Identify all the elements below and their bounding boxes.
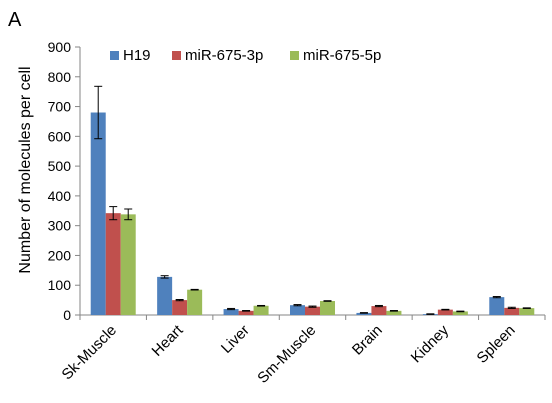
bar xyxy=(238,310,254,315)
y-tick-label: 0 xyxy=(63,307,71,323)
bar xyxy=(371,306,387,315)
y-tick-label: 400 xyxy=(48,188,72,204)
y-axis-label: Number of molecules per cell xyxy=(17,66,34,273)
y-tick-label: 700 xyxy=(48,99,72,115)
y-axis-label-group: Number of molecules per cell xyxy=(17,66,34,273)
x-tick-label: Heart xyxy=(149,321,188,360)
ticks: 0 100 200 300 400 500 600 700 800 900 Sk-Muscle Hea… xyxy=(48,39,546,387)
bar xyxy=(452,311,468,315)
y-tick-label: 600 xyxy=(48,128,72,144)
x-tick-label: Spleen xyxy=(474,322,519,367)
bar xyxy=(187,289,203,315)
legend-swatch xyxy=(290,51,299,60)
y-tick-label: 300 xyxy=(48,218,72,234)
bar xyxy=(290,305,305,315)
axes xyxy=(79,47,545,316)
bar xyxy=(253,305,269,315)
panel-label: A xyxy=(8,9,22,31)
x-tick-label: Sm-Muscle xyxy=(254,322,319,387)
y-tick-label: 900 xyxy=(48,39,72,55)
legend-label: miR-675-3p xyxy=(185,47,263,64)
bars xyxy=(90,85,535,315)
bar xyxy=(489,297,505,315)
bar xyxy=(157,276,173,315)
legend-swatch xyxy=(110,51,119,60)
bar xyxy=(172,300,188,315)
x-tick-label: Brain xyxy=(349,322,386,359)
bar xyxy=(386,310,402,315)
bar xyxy=(356,312,372,315)
bar xyxy=(437,309,453,315)
x-tick-label: Sk-Muscle xyxy=(59,322,121,384)
bar xyxy=(305,306,320,315)
legend-label: miR-675-5p xyxy=(303,47,381,64)
bar xyxy=(320,301,335,315)
bar xyxy=(90,112,106,315)
x-tick-label: Kidney xyxy=(408,321,453,366)
bar xyxy=(504,307,520,315)
y-tick-label: 100 xyxy=(48,277,72,293)
bar xyxy=(519,308,535,315)
bar xyxy=(223,309,239,315)
y-tick-label: 500 xyxy=(48,158,72,174)
legend-swatch xyxy=(172,51,181,60)
bar xyxy=(105,213,121,315)
legend: H19 miR-675-3p miR-675-5p xyxy=(110,47,381,64)
y-tick-label: 200 xyxy=(48,247,72,263)
y-tick-label: 800 xyxy=(48,69,72,85)
x-tick-label: Liver xyxy=(218,322,253,357)
bar xyxy=(120,214,136,315)
legend-label: H19 xyxy=(123,47,151,64)
